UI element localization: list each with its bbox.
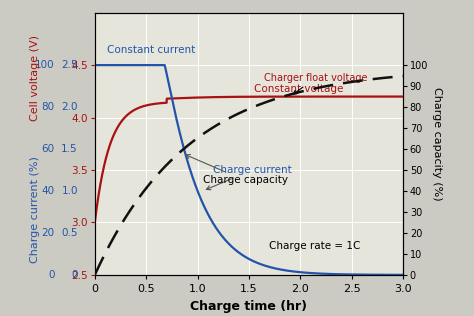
Text: 100: 100 <box>35 60 55 70</box>
X-axis label: Charge time (hr): Charge time (hr) <box>191 300 307 313</box>
Text: Charge current (%): Charge current (%) <box>30 156 40 263</box>
Text: 1.0: 1.0 <box>61 186 78 196</box>
Text: 40: 40 <box>42 186 55 196</box>
Text: Charger float voltage: Charger float voltage <box>264 73 368 94</box>
Text: Cell voltage (V): Cell voltage (V) <box>30 35 40 121</box>
Text: 1.5: 1.5 <box>61 144 78 154</box>
Text: 0.5: 0.5 <box>61 228 78 238</box>
Text: 0: 0 <box>48 270 55 280</box>
Text: 2.5: 2.5 <box>61 60 78 70</box>
Text: Constant voltage: Constant voltage <box>254 84 343 94</box>
Text: 0: 0 <box>72 270 78 280</box>
Text: 60: 60 <box>42 144 55 154</box>
Y-axis label: Charge capacity (%): Charge capacity (%) <box>432 87 442 201</box>
Text: Charge capacity: Charge capacity <box>186 155 288 185</box>
Text: Constant current: Constant current <box>107 45 195 55</box>
Text: 2.0: 2.0 <box>61 102 78 112</box>
Text: 80: 80 <box>42 102 55 112</box>
Text: Charge current: Charge current <box>206 165 292 190</box>
Text: Charge rate = 1C: Charge rate = 1C <box>269 240 361 251</box>
Text: 20: 20 <box>42 228 55 238</box>
